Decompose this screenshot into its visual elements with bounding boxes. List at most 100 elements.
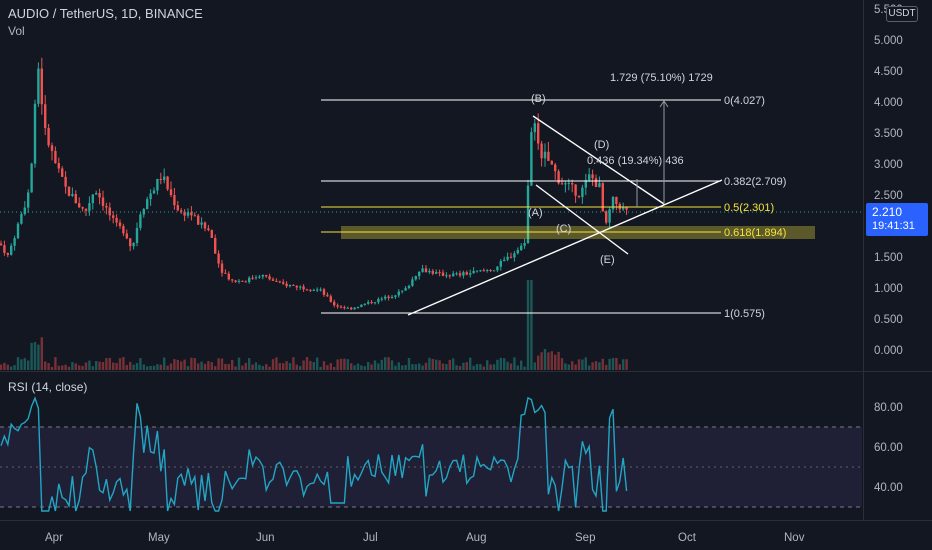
candle-body[interactable] bbox=[146, 199, 149, 210]
candle-body[interactable] bbox=[326, 294, 329, 297]
candle-body[interactable] bbox=[397, 291, 400, 296]
candle-body[interactable] bbox=[309, 289, 312, 291]
candle-body[interactable] bbox=[319, 289, 322, 291]
candle-body[interactable] bbox=[557, 171, 560, 184]
candle-body[interactable] bbox=[261, 275, 264, 277]
candle-body[interactable] bbox=[197, 215, 200, 225]
candle-body[interactable] bbox=[173, 195, 176, 206]
candle-body[interactable] bbox=[244, 281, 247, 283]
triangle-upper-line[interactable] bbox=[532, 115, 665, 205]
candle-body[interactable] bbox=[183, 211, 186, 216]
candle-body[interactable] bbox=[234, 280, 237, 282]
candle-body[interactable] bbox=[190, 212, 193, 216]
volume-label[interactable]: Vol bbox=[8, 24, 25, 38]
candle-body[interactable] bbox=[135, 227, 139, 244]
candle-body[interactable] bbox=[142, 209, 145, 215]
candle-body[interactable] bbox=[193, 215, 196, 217]
candle-body[interactable] bbox=[159, 179, 162, 181]
rsi-title[interactable]: RSI (14, close) bbox=[8, 380, 88, 394]
candle-body[interactable] bbox=[588, 174, 591, 181]
candle-body[interactable] bbox=[118, 222, 122, 227]
candle-body[interactable] bbox=[363, 303, 366, 305]
candle-body[interactable] bbox=[305, 289, 309, 291]
currency-button[interactable]: USDT bbox=[886, 6, 918, 22]
candle-body[interactable] bbox=[95, 193, 98, 195]
candle-body[interactable] bbox=[101, 197, 105, 207]
candle-body[interactable] bbox=[482, 270, 485, 272]
candle-body[interactable] bbox=[105, 206, 108, 208]
candle-body[interactable] bbox=[547, 151, 550, 161]
candle-body[interactable] bbox=[611, 196, 615, 210]
candle-body[interactable] bbox=[149, 193, 152, 200]
candle-body[interactable] bbox=[13, 238, 16, 246]
candle-body[interactable] bbox=[295, 285, 298, 288]
candle-body[interactable] bbox=[543, 151, 547, 159]
candle-body[interactable] bbox=[472, 270, 475, 274]
candle-body[interactable] bbox=[200, 222, 203, 225]
candle-body[interactable] bbox=[577, 195, 581, 198]
candle-body[interactable] bbox=[108, 207, 111, 216]
candle-body[interactable] bbox=[574, 184, 577, 196]
candle-body[interactable] bbox=[601, 183, 604, 212]
candle-body[interactable] bbox=[84, 208, 88, 211]
candle-body[interactable] bbox=[254, 277, 258, 279]
candle-body[interactable] bbox=[288, 284, 292, 287]
candle-body[interactable] bbox=[27, 192, 30, 208]
candle-body[interactable] bbox=[54, 150, 57, 164]
candle-body[interactable] bbox=[64, 176, 67, 187]
candle-body[interactable] bbox=[445, 275, 448, 277]
candle-body[interactable] bbox=[598, 183, 601, 187]
candle-body[interactable] bbox=[594, 178, 598, 187]
candle-body[interactable] bbox=[186, 212, 190, 216]
candle-body[interactable] bbox=[91, 194, 94, 204]
candle-body[interactable] bbox=[231, 279, 234, 281]
candle-body[interactable] bbox=[540, 143, 543, 159]
candle-body[interactable] bbox=[479, 270, 482, 272]
candle-body[interactable] bbox=[615, 196, 618, 204]
candle-body[interactable] bbox=[489, 270, 492, 272]
candle-body[interactable] bbox=[292, 284, 295, 286]
candle-body[interactable] bbox=[224, 272, 227, 274]
candle-body[interactable] bbox=[520, 245, 523, 251]
candle-body[interactable] bbox=[554, 164, 557, 172]
candle-body[interactable] bbox=[390, 296, 394, 299]
candle-body[interactable] bbox=[567, 183, 570, 185]
candle-body[interactable] bbox=[533, 123, 536, 133]
candle-body[interactable] bbox=[248, 277, 251, 283]
candle-body[interactable] bbox=[241, 280, 244, 282]
candle-body[interactable] bbox=[44, 104, 47, 128]
candle-body[interactable] bbox=[431, 270, 434, 274]
candle-body[interactable] bbox=[387, 296, 390, 299]
candle-body[interactable] bbox=[258, 276, 261, 278]
candle-body[interactable] bbox=[271, 279, 275, 281]
candle-body[interactable] bbox=[47, 127, 50, 146]
candle-body[interactable] bbox=[0, 243, 3, 246]
candle-body[interactable] bbox=[360, 304, 363, 308]
candle-body[interactable] bbox=[458, 273, 462, 276]
candle-body[interactable] bbox=[156, 179, 159, 191]
candle-body[interactable] bbox=[23, 207, 26, 215]
candle-body[interactable] bbox=[203, 222, 207, 229]
candle-body[interactable] bbox=[414, 276, 417, 280]
candle-body[interactable] bbox=[166, 176, 169, 190]
candle-body[interactable] bbox=[346, 307, 349, 309]
candle-body[interactable] bbox=[564, 183, 567, 185]
candle-body[interactable] bbox=[163, 176, 166, 181]
candle-body[interactable] bbox=[322, 289, 326, 295]
candle-body[interactable] bbox=[282, 282, 285, 284]
triangle-lower-line[interactable] bbox=[535, 184, 629, 255]
candle-body[interactable] bbox=[33, 103, 37, 164]
candle-body[interactable] bbox=[71, 193, 74, 196]
candle-body[interactable] bbox=[448, 275, 451, 277]
candle-body[interactable] bbox=[401, 290, 404, 292]
candle-body[interactable] bbox=[265, 275, 268, 277]
candle-body[interactable] bbox=[180, 210, 183, 212]
candle-body[interactable] bbox=[169, 189, 173, 196]
candle-body[interactable] bbox=[625, 207, 628, 210]
candle-body[interactable] bbox=[129, 238, 132, 247]
candle-body[interactable] bbox=[285, 283, 288, 287]
candle-body[interactable] bbox=[339, 306, 343, 308]
candle-body[interactable] bbox=[622, 207, 625, 210]
candle-body[interactable] bbox=[584, 180, 587, 188]
candle-body[interactable] bbox=[411, 279, 414, 286]
